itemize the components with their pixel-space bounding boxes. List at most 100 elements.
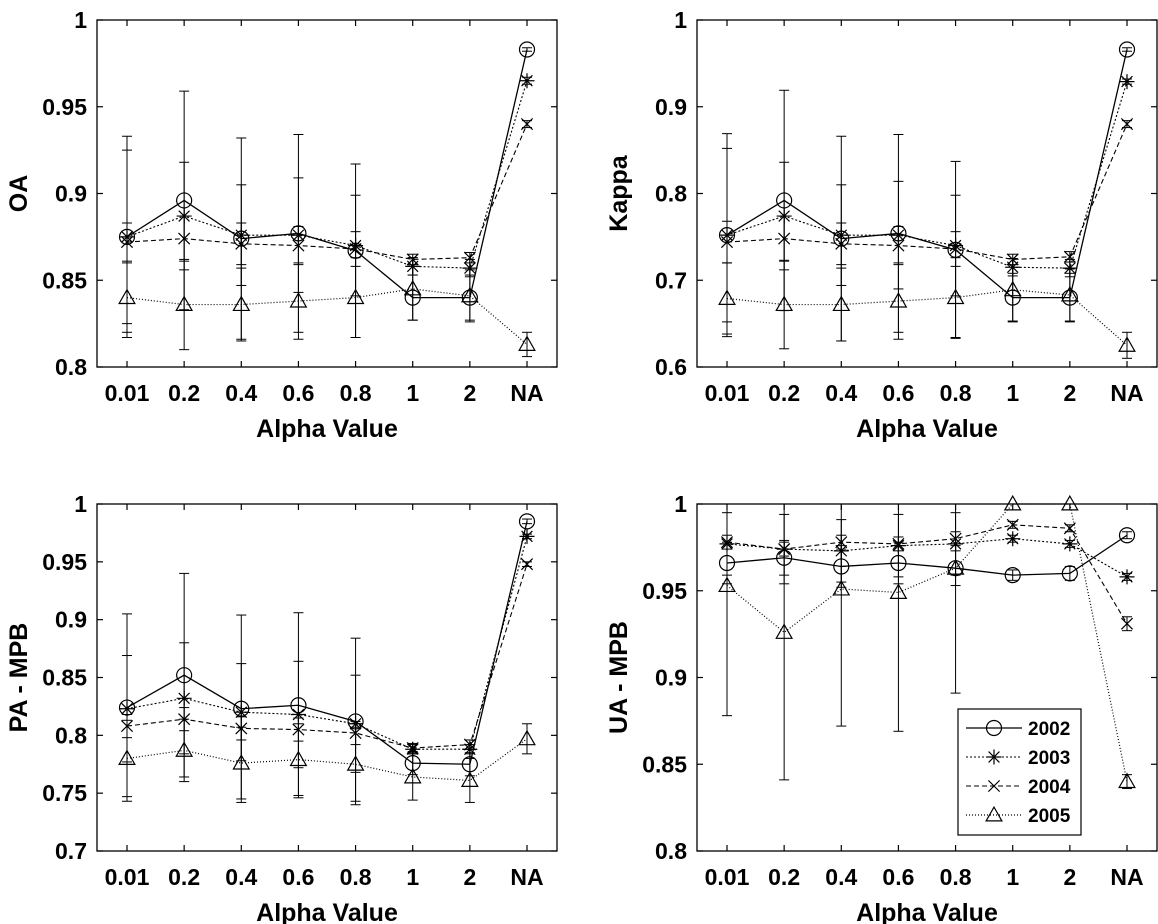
series-line-2003 xyxy=(726,81,1128,269)
plot-frame xyxy=(696,503,1158,852)
subplot-1: 0.8 0.85 0.9 0.95 1 0.01 0.2 0.4 0.6 0.8 1 2 NA Alpha… xyxy=(5,7,558,443)
plot-frame xyxy=(696,19,1158,368)
data-point-2005 xyxy=(175,741,194,757)
data-point-2005 xyxy=(1003,494,1022,511)
data-point-2005 xyxy=(1003,280,1022,297)
legend-label: 2004 xyxy=(1028,777,1071,798)
data-point-2004 xyxy=(292,239,305,252)
data-point-2005 xyxy=(775,295,794,312)
data-point-2004 xyxy=(1063,250,1076,263)
data-point-2005 xyxy=(289,291,308,308)
data-point-2005 xyxy=(1118,772,1136,789)
series-line-2003 xyxy=(726,538,1128,578)
series-2005 xyxy=(718,257,1136,359)
data-point-2005 xyxy=(175,295,194,312)
data-point-2003 xyxy=(1062,536,1078,552)
x-tick-label: 1 xyxy=(406,380,419,406)
subplot-2: 0.6 0.7 0.8 0.9 1 0.01 0.2 0.4 0.6 0.8 1 2 NA Alpha V… xyxy=(605,7,1158,443)
series-2002 xyxy=(118,513,536,806)
series-2004 xyxy=(720,118,1134,267)
data-point-2005 xyxy=(889,583,908,599)
data-point-2005 xyxy=(232,295,251,312)
x-tick-label: NA xyxy=(1110,864,1143,890)
data-point-2003 xyxy=(176,690,192,706)
data-point-2004 xyxy=(1120,118,1134,131)
x-tick-label: 0.8 xyxy=(940,380,972,406)
x-tick-label: 0.4 xyxy=(825,380,857,406)
x-tick-label: 0.2 xyxy=(168,864,200,890)
y-tick-label: 1 xyxy=(674,7,687,33)
data-point-2005 xyxy=(832,295,851,312)
series-line-2004 xyxy=(126,123,528,260)
data-point-2004 xyxy=(1063,522,1076,535)
legend-label: 2002 xyxy=(1028,719,1070,740)
y-axis-label: Kappa xyxy=(605,154,633,232)
y-tick-label: 0.8 xyxy=(55,722,87,748)
series-2002 xyxy=(718,41,1136,342)
data-point-2005 xyxy=(289,750,308,767)
data-point-2005 xyxy=(118,288,136,305)
x-tick-label: 0.6 xyxy=(882,380,914,406)
x-tick-label: 0.8 xyxy=(340,380,372,406)
series-2002 xyxy=(718,527,1136,588)
series-line-2002 xyxy=(726,49,1128,299)
legend-marker-2003 xyxy=(986,749,1002,765)
y-tick-label: 0.9 xyxy=(655,665,687,691)
series-2005 xyxy=(118,718,536,803)
data-point-2003 xyxy=(1005,531,1021,547)
data-point-2004 xyxy=(778,232,791,245)
y-tick-label: 0.9 xyxy=(55,607,87,633)
series-2002 xyxy=(118,41,536,340)
data-point-2005 xyxy=(518,729,536,746)
y-tick-label: 0.9 xyxy=(55,181,87,207)
data-point-2004 xyxy=(349,242,362,256)
data-point-2002 xyxy=(518,41,536,58)
data-point-2003 xyxy=(119,701,135,717)
data-point-2005 xyxy=(946,559,965,575)
legend-label: 2003 xyxy=(1028,748,1070,769)
y-tick-label: 0.85 xyxy=(42,267,87,293)
y-tick-label: 0.8 xyxy=(655,181,687,207)
data-point-2003 xyxy=(233,704,249,720)
series-2003 xyxy=(719,512,1135,585)
y-tick-label: 1 xyxy=(74,491,87,517)
data-point-2005 xyxy=(403,279,422,296)
data-point-2003 xyxy=(290,707,306,723)
series-line-2003 xyxy=(126,80,528,269)
data-point-2003 xyxy=(519,73,535,89)
data-point-2002 xyxy=(1061,565,1078,582)
x-axis-label: Alpha Value xyxy=(856,415,998,443)
x-tick-label: 0.6 xyxy=(882,864,914,890)
data-point-2005 xyxy=(118,749,136,765)
plot-frame xyxy=(96,503,558,852)
x-tick-label: 0.4 xyxy=(825,864,857,890)
x-tick-label: 0.01 xyxy=(105,864,150,890)
data-point-2002 xyxy=(1118,527,1136,544)
data-point-2005 xyxy=(889,291,908,308)
series-2004 xyxy=(120,558,534,755)
y-tick-label: 1 xyxy=(74,7,87,33)
legend-marker-2005 xyxy=(985,805,1003,822)
data-point-2005 xyxy=(403,767,422,784)
y-tick-label: 0.6 xyxy=(655,354,687,380)
y-tick-label: 0.9 xyxy=(655,94,687,120)
x-tick-label: 1 xyxy=(1006,864,1019,890)
series-line-2005 xyxy=(726,289,1128,346)
data-point-2005 xyxy=(718,576,736,593)
x-axis-label: Alpha Value xyxy=(256,899,398,924)
data-point-2005 xyxy=(832,579,851,596)
y-tick-label: 0.85 xyxy=(642,751,687,777)
data-point-2005 xyxy=(1118,336,1136,352)
series-line-2002 xyxy=(126,49,528,299)
data-point-2004 xyxy=(949,242,962,256)
legend: 2002 2003 2004 2005 xyxy=(957,708,1082,836)
series-line-2004 xyxy=(726,123,1128,260)
data-point-2004 xyxy=(520,558,534,571)
data-point-2002 xyxy=(1004,567,1021,584)
x-tick-label: NA xyxy=(510,864,543,890)
data-point-2004 xyxy=(120,236,134,249)
series-2004 xyxy=(120,118,534,267)
x-tick-label: 0.2 xyxy=(168,380,200,406)
y-tick-label: 0.8 xyxy=(55,354,87,380)
